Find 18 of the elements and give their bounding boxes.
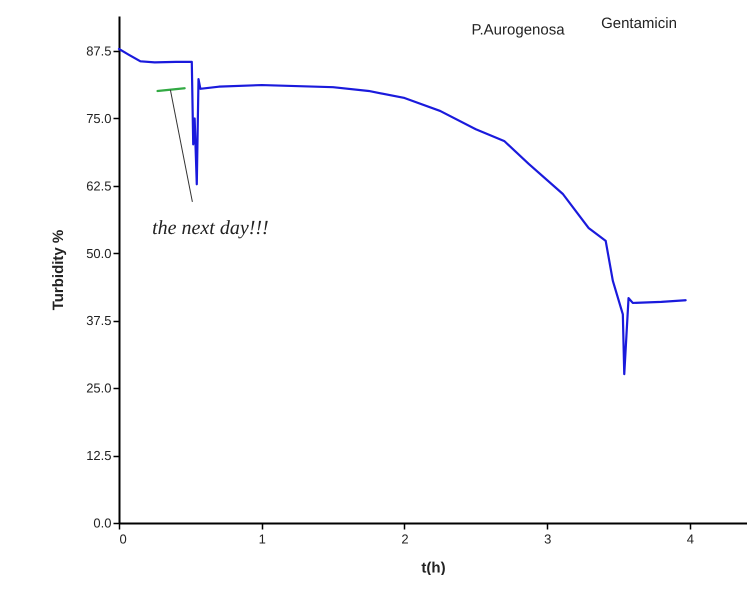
y-axis-title: Turbidity %: [50, 230, 68, 310]
annotation: the next day!!!: [152, 216, 269, 239]
x-tick-label: 3: [544, 532, 552, 546]
x-tick-label: 0: [120, 532, 127, 546]
x-tick-label: 4: [686, 532, 694, 546]
y-tick-label: 62.5: [86, 178, 112, 194]
chart-title: P.Aurogenosa: [471, 22, 566, 38]
y-tick-label: 0.0: [93, 516, 112, 530]
y-tick-label: 87.5: [86, 44, 112, 59]
y-tick-label: 50.0: [86, 246, 112, 261]
y-tick-label: 37.5: [86, 313, 112, 328]
line-series: [118, 48, 687, 376]
y-tick-label: 12.5: [86, 448, 112, 464]
annotation: Gentamicin: [601, 15, 677, 32]
y-tick-label: 75.0: [86, 110, 112, 126]
x-tick-label: 2: [401, 532, 409, 546]
x-tick-label: 1: [258, 532, 266, 546]
y-tick-label: 25.0: [86, 380, 112, 396]
